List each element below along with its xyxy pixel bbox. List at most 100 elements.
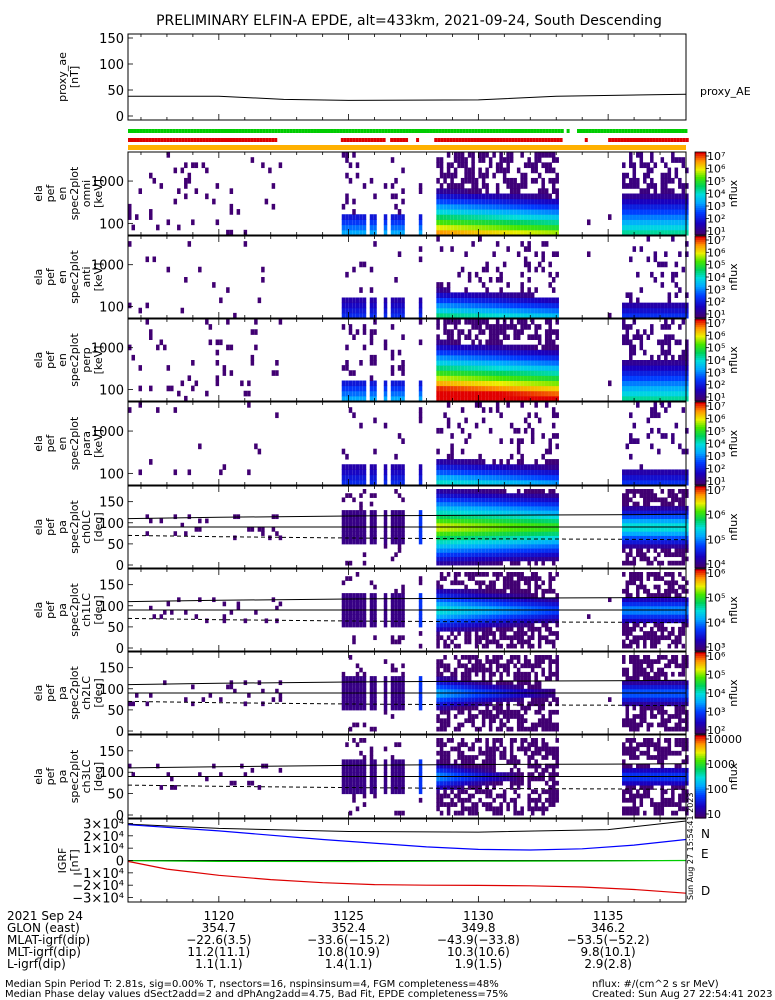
spectrogram-cell xyxy=(394,307,398,314)
spectrogram-cell xyxy=(173,167,178,174)
spectrogram-cell xyxy=(544,365,549,371)
epde-flag xyxy=(682,138,686,142)
pitch-angle-cell xyxy=(467,510,472,515)
spectrogram-cell xyxy=(685,183,689,189)
spectrogram-cell xyxy=(457,360,461,366)
pitch-angle-cell xyxy=(674,497,679,503)
spectrogram-cell xyxy=(527,385,531,392)
spectrogram-cell xyxy=(359,479,363,486)
pitch-angle-cell xyxy=(488,522,493,528)
spectrogram-cell xyxy=(355,380,360,387)
pitch-angle-cell xyxy=(657,543,661,549)
pitch-angle-cell xyxy=(460,497,465,503)
fgm-flag xyxy=(283,129,287,133)
pitch-angle-cell xyxy=(464,501,468,507)
pitch-angle-cell xyxy=(523,552,528,558)
pitch-angle-cell xyxy=(446,510,451,515)
pitch-angle-cell xyxy=(418,510,423,515)
pitch-angle-cell xyxy=(467,501,472,507)
spectrogram-cell xyxy=(537,349,542,356)
spectrogram-cell xyxy=(685,229,689,236)
pitch-angle-cell xyxy=(499,618,503,624)
spectrogram-cell xyxy=(586,251,591,257)
pitch-angle-cell xyxy=(667,510,672,515)
y-tick-label: 1000 xyxy=(91,175,124,190)
spectrogram-cell xyxy=(516,251,521,257)
spectrogram-cell xyxy=(674,157,679,163)
pitch-angle-cell xyxy=(481,531,486,536)
spectrogram-cell xyxy=(467,312,472,319)
pitch-angle-cell xyxy=(555,505,559,511)
spectrogram-cell xyxy=(383,385,388,392)
pitch-angle-cell xyxy=(383,618,388,624)
spectrogram-cell xyxy=(205,167,209,174)
pitch-angle-cell xyxy=(471,605,475,611)
spectrogram-cell xyxy=(481,183,486,189)
pitch-angle-cell xyxy=(485,635,489,641)
spectrogram-cell xyxy=(650,219,654,226)
pitch-angle-cell xyxy=(629,518,633,524)
spectrogram-cell xyxy=(457,312,461,319)
spectrogram-cell xyxy=(506,390,510,397)
pitch-angle-cell xyxy=(450,622,454,628)
pitch-angle-cell xyxy=(443,622,447,628)
pitch-angle-cell xyxy=(397,601,402,607)
spectrogram-cell xyxy=(643,188,647,194)
spectrogram-cell xyxy=(502,469,507,476)
spectrogram-cell xyxy=(450,198,454,205)
pitch-angle-cell xyxy=(555,539,559,545)
pitch-angle-cell xyxy=(681,518,686,524)
pitch-angle-cell xyxy=(495,548,500,553)
spectrogram-cell xyxy=(418,219,423,226)
pitch-angle-cell xyxy=(509,597,514,603)
spectrogram-cell xyxy=(639,344,644,351)
spectrogram-cell xyxy=(229,344,234,351)
epde-flag xyxy=(364,138,368,142)
spectrogram-cell xyxy=(474,307,479,314)
pitch-angle-cell xyxy=(439,493,444,498)
spectrogram-cell xyxy=(555,229,559,236)
pitch-angle-cell xyxy=(355,527,360,532)
colorbar-cell xyxy=(695,551,706,555)
spectrogram-cell xyxy=(527,209,531,215)
pitch-angle-cell xyxy=(495,514,500,520)
pitch-angle-cell xyxy=(453,497,458,503)
pitch-angle-cell xyxy=(471,593,475,598)
spectrogram-cell xyxy=(541,395,545,402)
pitch-angle-cell xyxy=(667,501,672,507)
series-label-proxy-ae: proxy_AE xyxy=(700,85,751,98)
spectrogram-cell xyxy=(622,380,626,387)
spectrogram-cell xyxy=(436,474,440,481)
fgm-flag xyxy=(319,129,323,133)
spectrogram-cell xyxy=(128,302,132,309)
pitch-angle-cell xyxy=(443,560,447,566)
pitch-angle-cell xyxy=(457,556,461,562)
spectrogram-cell xyxy=(495,349,500,356)
fgm-flag xyxy=(536,129,540,133)
spectrogram-cell xyxy=(474,469,479,476)
spectrogram-cell xyxy=(355,162,360,169)
spectrogram-cell xyxy=(495,209,500,215)
spectrogram-cell xyxy=(383,339,388,346)
spectrogram-cell xyxy=(537,214,542,220)
pitch-angle-cell xyxy=(355,531,360,536)
spectrogram-cell xyxy=(629,469,633,476)
pitch-angle-cell xyxy=(401,518,405,524)
spectrogram-cell xyxy=(352,390,356,397)
spectrogram-cell xyxy=(516,349,521,356)
spectrogram-cell xyxy=(629,438,633,444)
pitch-angle-cell xyxy=(488,597,493,603)
pitch-angle-cell xyxy=(506,535,510,541)
pitch-angle-cell xyxy=(485,552,489,558)
pitch-angle-cell xyxy=(650,522,654,528)
spectrogram-cell xyxy=(488,209,493,215)
spectrogram-cell xyxy=(394,312,398,319)
colorbar-cell xyxy=(695,360,706,363)
spectrogram-cell xyxy=(506,157,510,163)
pitch-angle-cell xyxy=(516,522,521,528)
spectrogram-cell xyxy=(660,214,665,220)
pitch-angle-cell xyxy=(551,510,556,515)
spectrogram-cell xyxy=(446,469,451,476)
pitch-angle-cell xyxy=(170,610,174,615)
pitch-angle-cell xyxy=(362,514,367,520)
